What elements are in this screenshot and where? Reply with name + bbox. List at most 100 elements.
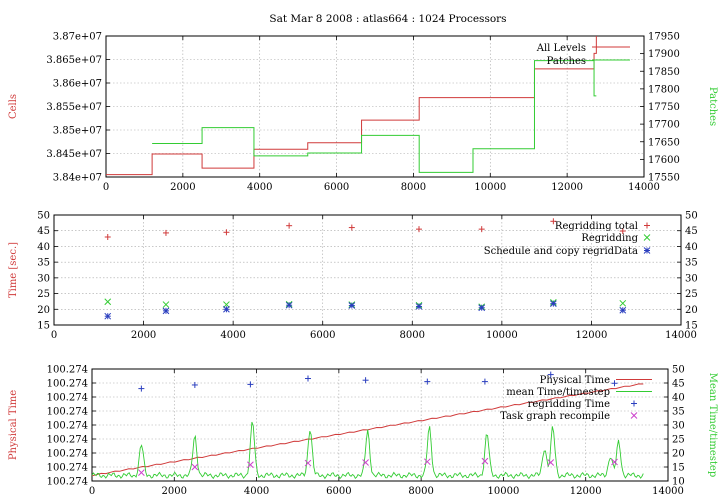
x-tick-label: 0	[51, 330, 57, 341]
y-tick-label: 3.855e+07	[46, 102, 102, 113]
series-schedule-and-copy-regriddata	[104, 300, 627, 320]
x-tick-label: 8000	[401, 182, 426, 193]
y2-tick-label: 15	[685, 321, 698, 332]
data-point	[247, 461, 254, 469]
y2-tick-label: 17750	[648, 102, 680, 113]
data-point	[416, 226, 423, 233]
y2-tick-label: 25	[672, 435, 685, 446]
x-tick-label: 2000	[170, 182, 195, 193]
y2-tick-label: 20	[672, 449, 685, 460]
x-tick-label: 2000	[162, 486, 187, 497]
x-tick-label: 10000	[474, 182, 506, 193]
x-tick-label: 6000	[310, 330, 335, 341]
data-point	[619, 306, 627, 314]
series-task-graph-recompile	[138, 457, 618, 476]
legend-marker	[643, 247, 651, 254]
y-tick-label: 100.274	[47, 379, 88, 390]
legend-label: Physical Time	[540, 375, 610, 386]
y-tick-label: 100.274	[47, 435, 88, 446]
x-tick-label: 8000	[408, 486, 433, 497]
x-tick-label: 4000	[247, 182, 272, 193]
data-point	[424, 378, 431, 385]
series-patches	[152, 60, 597, 173]
y2-tick-label: 40	[672, 393, 685, 404]
y2-tick-label: 17800	[648, 84, 680, 95]
y2-tick-label: 17950	[648, 32, 680, 43]
x-tick-label: 6000	[324, 182, 349, 193]
y-tick-label: 100.274	[47, 393, 88, 404]
y-tick-label: 3.85e+07	[53, 126, 102, 137]
series-regridding-time	[138, 371, 618, 392]
y2-tick-label: 40	[685, 242, 698, 253]
data-point	[104, 234, 111, 240]
data-point	[415, 303, 423, 310]
y2-tick-label: 17550	[648, 173, 680, 184]
y-tick-label: 100.274	[47, 421, 88, 432]
x-tick-label: 14000	[652, 486, 684, 497]
data-point	[191, 463, 199, 471]
y-tick-label: 100.274	[47, 477, 88, 488]
y2-tick-label: 30	[672, 421, 685, 432]
data-point	[138, 385, 145, 392]
x-tick-label: 6000	[326, 486, 351, 497]
y2-tick-label: 35	[685, 258, 698, 269]
legend-marker	[643, 234, 651, 241]
chart-panel-1: 0 2000 4000 6000 8000 10000 12000 14000 3.84e+07…	[8, 32, 718, 194]
y2-tick-label: 17900	[648, 49, 680, 60]
y-tick-label: 20	[37, 305, 50, 316]
y-tick-label: 3.845e+07	[46, 149, 102, 160]
data-point	[550, 218, 557, 225]
y-tick-label: 35	[37, 258, 50, 269]
x-tick-label: 10000	[486, 330, 518, 341]
plot-frame	[53, 214, 682, 326]
y-tick-label: 40	[37, 242, 50, 253]
legend-marker	[644, 222, 650, 229]
legend-label: Schedule and copy regridData	[484, 246, 638, 257]
x-tick-label: 4000	[244, 486, 269, 497]
legend-label-patches: Patches	[547, 56, 586, 67]
data-point	[285, 301, 293, 309]
data-point	[104, 298, 112, 306]
y2-tick-label: 50	[685, 211, 698, 222]
chart-panel-2: 0 2000 4000 6000 8000 10000 12000 1400015202530…	[8, 211, 698, 342]
y-tick-label: 100.274	[47, 463, 88, 474]
data-point	[547, 459, 555, 466]
y-tick-label: 30	[37, 273, 50, 284]
data-point	[305, 375, 311, 382]
series-regridding-total	[104, 218, 626, 240]
series-all-levels	[106, 36, 597, 176]
data-point	[362, 377, 369, 384]
data-point	[247, 381, 254, 388]
data-point	[191, 381, 198, 388]
data-point	[611, 380, 618, 387]
y2-tick-label: 17850	[648, 67, 680, 78]
data-point	[619, 228, 626, 235]
x-tick-label: 10000	[488, 486, 520, 497]
legend-label-all-levels: All Levels	[536, 43, 586, 54]
y2-tick-label: 20	[685, 305, 698, 316]
data-point	[481, 378, 488, 385]
x-tick-label: 12000	[551, 182, 583, 193]
plot-frame	[91, 368, 669, 482]
legend-label: regridding Time	[528, 399, 610, 410]
y-tick-label: 3.87e+07	[53, 32, 102, 43]
series-mean-time	[91, 421, 644, 480]
data-point	[104, 312, 112, 320]
y2-tick-label: 30	[685, 273, 698, 284]
y2-tick-label: 35	[672, 407, 685, 418]
x-tick-label: 12000	[570, 486, 602, 497]
data-point	[286, 222, 293, 229]
data-point	[223, 305, 230, 313]
y2-axis-label: Patches	[707, 87, 718, 126]
data-point	[348, 224, 355, 231]
legend-label: mean Time/timestep	[506, 387, 610, 398]
y-tick-label: 15	[37, 321, 50, 332]
y2-tick-label: 45	[685, 226, 698, 237]
y-tick-label: 100.274	[47, 449, 88, 460]
data-point	[362, 459, 369, 466]
data-point	[304, 459, 312, 467]
series-regridding	[104, 298, 627, 311]
